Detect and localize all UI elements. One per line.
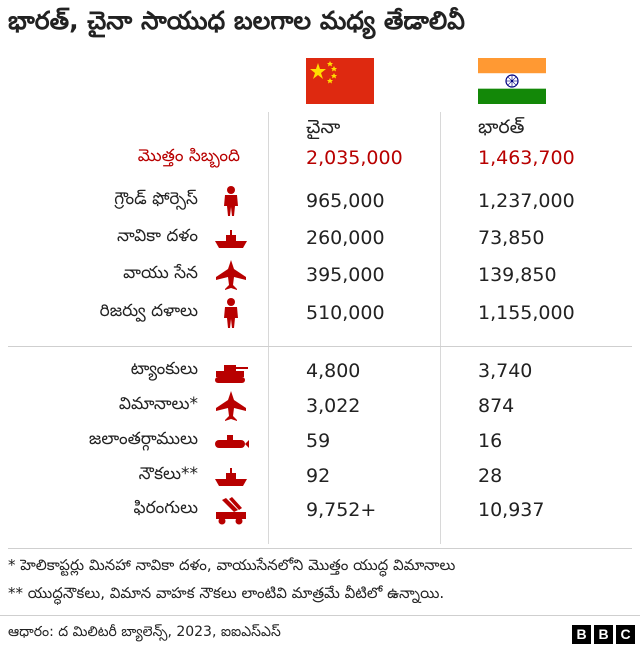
- china-value: 965,000: [306, 190, 385, 212]
- india-value: 73,850: [478, 227, 545, 249]
- china-value: 4,800: [306, 360, 361, 382]
- india-value: 1,155,000: [478, 302, 575, 324]
- ship-icon: [215, 468, 247, 486]
- table-row-ships: నౌకలు** 92 28: [0, 458, 640, 494]
- india-value: 1,237,000: [478, 190, 575, 212]
- jet-icon: [216, 260, 246, 290]
- india-value: 1,463,700: [478, 147, 575, 169]
- china-flag-icon: [306, 58, 374, 104]
- row-label: వాయు సేన: [123, 263, 198, 283]
- india-flag-icon: [478, 58, 546, 104]
- india-value: 874: [478, 395, 515, 417]
- table-row-reserves: రిజర్వు దళాలు 510,000 1,155,000: [0, 295, 640, 331]
- submarine-icon: [215, 435, 249, 448]
- table-row-artillery: ఫిరంగులు 9,752+ 10,937: [0, 492, 640, 528]
- table-row-ground-forces: గ్రౌండ్ ఫోర్సెస్ 965,000 1,237,000: [0, 183, 640, 219]
- india-value: 139,850: [478, 264, 557, 286]
- row-label: ట్యాంకులు: [130, 359, 198, 379]
- footnote: ** యుద్ధనౌకలు, విమాన వాహక నౌకలు లాంటివి …: [8, 584, 445, 602]
- india-value: 28: [478, 465, 503, 487]
- row-label: నౌకలు**: [138, 464, 198, 484]
- column-header-china: చైనా: [306, 116, 341, 138]
- section-divider: [8, 346, 632, 347]
- column-divider: [440, 112, 441, 544]
- china-value: 92: [306, 465, 331, 487]
- row-label: జలాంతర్గాములు: [88, 429, 198, 449]
- column-header-india: భారత్: [478, 116, 525, 138]
- table-row-tanks: ట్యాంకులు 4,800 3,740: [0, 353, 640, 389]
- table-row-submarines: జలాంతర్గాములు 59 16: [0, 423, 640, 459]
- table-row-total-personnel: మొత్తం సిబ్బంది 2,035,000 1,463,700: [0, 140, 640, 176]
- row-label: నావికా దళం: [117, 226, 198, 246]
- row-label: రిజర్వు దళాలు: [99, 301, 198, 321]
- row-label: ఫిరంగులు: [133, 498, 198, 518]
- rocket-launcher-icon: [216, 497, 246, 525]
- notes-divider: [8, 548, 632, 549]
- page-title: భారత్, చైనా సాయుధ బలగాల మధ్య తేడాలివీ: [8, 6, 465, 35]
- soldier-icon: [224, 186, 238, 216]
- source-text: ఆధారం: ద మిలిటరీ బ్యాలెన్స్, 2023, ఐఐఎస్…: [8, 624, 281, 640]
- footnote: * హెలికాప్టర్లు మినహా నావికా దళం, వాయుసే…: [8, 556, 456, 574]
- india-value: 3,740: [478, 360, 533, 382]
- china-value: 9,752+: [306, 499, 377, 521]
- china-value: 260,000: [306, 227, 385, 249]
- china-value: 510,000: [306, 302, 385, 324]
- india-value: 16: [478, 430, 503, 452]
- logo-letter: C: [616, 625, 635, 644]
- table-row-aircraft: విమానాలు* 3,022 874: [0, 388, 640, 424]
- footer-divider: [0, 615, 640, 616]
- table-row-air-force: వాయు సేన 395,000 139,850: [0, 257, 640, 293]
- bbc-logo: B B C: [572, 625, 635, 644]
- logo-letter: B: [594, 625, 613, 644]
- soldier-icon: [224, 298, 238, 328]
- china-value: 3,022: [306, 395, 361, 417]
- india-value: 10,937: [478, 499, 545, 521]
- tank-icon: [215, 365, 248, 383]
- ship-icon: [215, 230, 247, 248]
- china-value: 395,000: [306, 264, 385, 286]
- row-label: మొత్తం సిబ్బంది: [137, 146, 240, 166]
- row-label: విమానాలు*: [118, 394, 198, 414]
- row-label: గ్రౌండ్ ఫోర్సెస్: [114, 189, 198, 209]
- jet-icon: [216, 391, 246, 421]
- column-divider: [268, 112, 269, 544]
- china-value: 59: [306, 430, 331, 452]
- table-row-navy: నావికా దళం 260,000 73,850: [0, 220, 640, 256]
- china-value: 2,035,000: [306, 147, 403, 169]
- logo-letter: B: [572, 625, 591, 644]
